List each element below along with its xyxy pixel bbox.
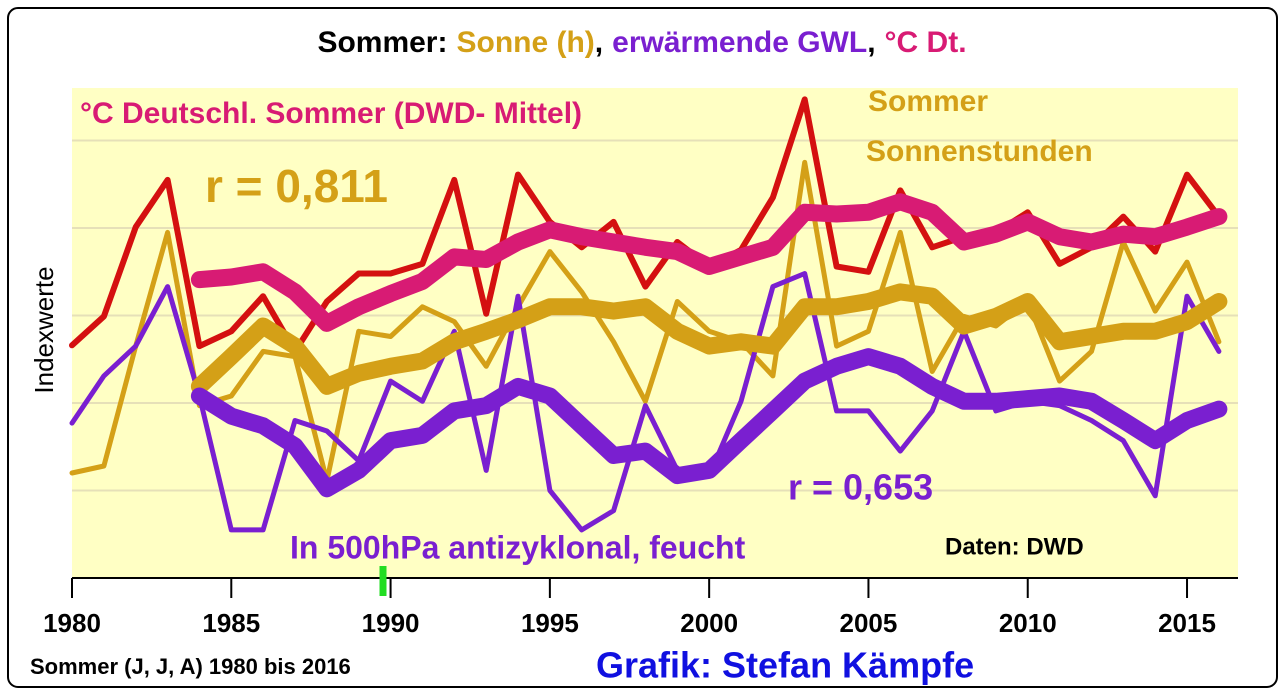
y-axis-label: Indexwerte — [29, 266, 59, 393]
title-part: , — [867, 26, 875, 59]
annotation: Sonnenstunden — [866, 135, 1093, 168]
title-part: Sommer: — [317, 26, 447, 59]
annotation: °C Deutschl. Sommer (DWD- Mittel) — [80, 97, 582, 130]
x-tick-label: 2010 — [999, 608, 1057, 638]
annotation: r = 0,653 — [788, 467, 933, 508]
credit: Grafik: Stefan Kämpfe — [596, 645, 974, 686]
annotation: Sommer — [868, 85, 988, 118]
series-line — [190, 283, 1228, 395]
x-tick-label: 1985 — [202, 608, 260, 638]
title-part: °C Dt. — [885, 26, 967, 59]
title-part: , — [595, 26, 603, 59]
x-tick-label: 1980 — [43, 608, 101, 638]
x-tick-label: 2015 — [1158, 608, 1216, 638]
x-tick-label: 1995 — [521, 608, 579, 638]
title-part: erwärmende GWL — [612, 26, 867, 59]
title-part: Sonne (h) — [456, 26, 594, 59]
annotation: In 500hPa antizyklonal, feucht — [290, 529, 746, 565]
annotation: r = 0,811 — [205, 160, 388, 212]
x-tick-label: 1990 — [362, 608, 420, 638]
chart-title: Sommer: Sonne (h), erwärmende GWL, °C Dt. — [317, 26, 966, 59]
series-line — [190, 193, 1228, 332]
series-line — [190, 348, 1228, 498]
x-caption: Sommer (J, J, A) 1980 bis 2016 — [30, 654, 351, 679]
series-line — [69, 96, 1222, 355]
annotation: Daten: DWD — [945, 533, 1084, 560]
x-tick-label: 2005 — [840, 608, 898, 638]
x-tick-label: 2000 — [680, 608, 738, 638]
